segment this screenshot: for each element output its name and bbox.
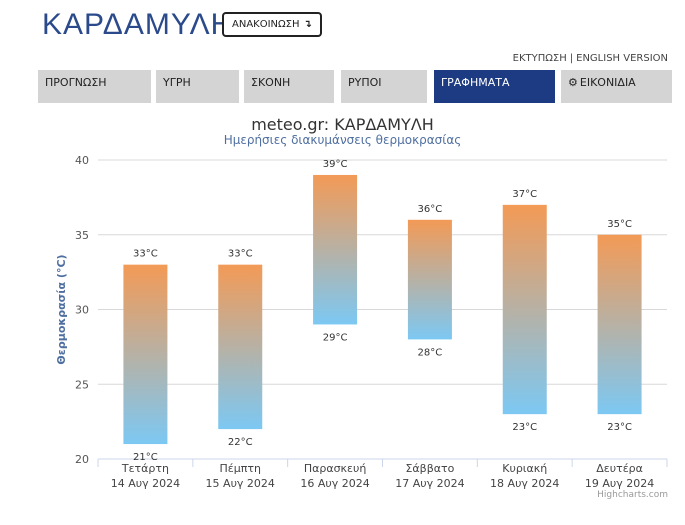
high-temp-label: 39°C <box>323 159 348 170</box>
temperature-range-bar <box>408 220 452 340</box>
y-axis-title: Θερμοκρασία (°C) <box>55 254 68 364</box>
high-temp-label: 37°C <box>512 189 537 200</box>
high-temp-label: 33°C <box>133 249 158 260</box>
x-day-label: Πέμπτη <box>220 462 261 475</box>
temperature-range-bar <box>313 175 357 325</box>
y-tick-label: 25 <box>75 378 89 391</box>
temperature-range-bar <box>218 265 262 429</box>
x-date-label: 15 Αυγ 2024 <box>206 477 275 490</box>
x-date-label: 16 Αυγ 2024 <box>300 477 369 490</box>
high-temp-label: 33°C <box>228 249 253 260</box>
y-tick-label: 40 <box>75 154 89 167</box>
y-tick-label: 35 <box>75 229 89 242</box>
y-tick-label: 20 <box>75 453 89 466</box>
x-day-label: Σάββατο <box>405 462 454 475</box>
low-temp-label: 28°C <box>418 347 443 358</box>
low-temp-label: 22°C <box>228 437 253 448</box>
temperature-range-bar <box>123 265 167 444</box>
high-temp-label: 36°C <box>418 204 443 215</box>
low-temp-label: 29°C <box>323 332 348 343</box>
x-day-label: Δευτέρα <box>596 462 643 475</box>
x-day-label: Τετάρτη <box>121 462 169 475</box>
y-tick-label: 30 <box>75 304 89 317</box>
x-date-label: 18 Αυγ 2024 <box>490 477 559 490</box>
x-day-label: Κυριακή <box>502 462 547 475</box>
low-temp-label: 23°C <box>512 422 537 433</box>
x-date-label: 14 Αυγ 2024 <box>111 477 180 490</box>
x-day-label: Παρασκευή <box>304 462 367 475</box>
low-temp-label: 23°C <box>607 422 632 433</box>
chart-credits[interactable]: Highcharts.com <box>597 490 668 500</box>
high-temp-label: 35°C <box>607 219 632 230</box>
temperature-range-bar <box>598 235 642 414</box>
x-date-label: 17 Αυγ 2024 <box>395 477 464 490</box>
temperature-range-bar <box>503 205 547 414</box>
x-date-label: 19 Αυγ 2024 <box>585 477 654 490</box>
